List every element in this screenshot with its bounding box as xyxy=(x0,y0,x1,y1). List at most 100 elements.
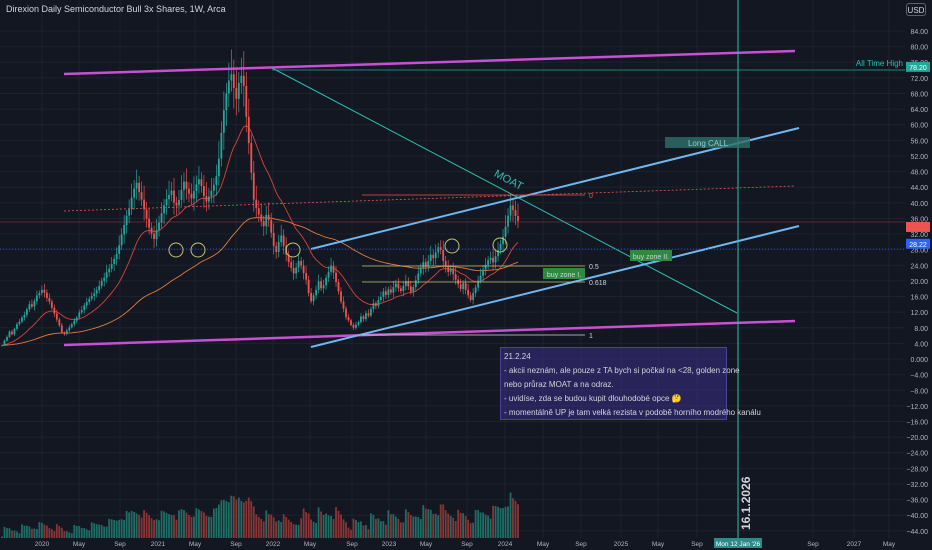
highlight-circle[interactable] xyxy=(168,242,184,258)
volume-bar xyxy=(399,522,402,538)
volume-bar xyxy=(502,508,504,538)
volume-bar xyxy=(58,526,61,538)
candle-body xyxy=(389,289,392,293)
volume-bar xyxy=(247,497,250,538)
dashed-trend-line xyxy=(63,185,796,212)
volume-bar xyxy=(18,533,21,538)
y-tick-label: 40.00 xyxy=(910,201,928,208)
candle-body xyxy=(512,205,514,211)
candle-body xyxy=(215,176,218,185)
volume-bar xyxy=(477,510,480,538)
note-line: nebo průraz MOAT a na odraz. xyxy=(504,380,614,389)
volume-bar xyxy=(452,517,455,538)
candle-body xyxy=(60,325,63,333)
candle-body xyxy=(392,287,395,293)
volume-bar xyxy=(23,525,26,538)
volume-bar xyxy=(125,511,128,538)
y-tick-label: 20.00 xyxy=(910,279,928,286)
volume-bar xyxy=(414,516,417,538)
lower-blue-trend-line[interactable] xyxy=(310,225,800,348)
candle-body xyxy=(195,184,198,192)
volume-bar xyxy=(362,525,365,538)
candle-body xyxy=(138,182,141,193)
volume-bar xyxy=(73,524,76,538)
candle-body xyxy=(412,287,415,292)
channel-top-line[interactable] xyxy=(63,49,796,76)
volume-bar xyxy=(377,518,380,538)
volume-bar xyxy=(492,505,494,538)
volume-bar xyxy=(6,528,8,538)
buy-zone-1-box[interactable] xyxy=(543,268,585,279)
volume-bar xyxy=(504,506,507,538)
candle-body xyxy=(414,280,417,288)
volume-bar xyxy=(375,518,377,538)
candle-body xyxy=(260,214,263,222)
x-tick-label: May xyxy=(652,541,665,548)
volume-bar xyxy=(350,529,352,538)
volume-bar xyxy=(392,514,395,538)
candle-body xyxy=(160,213,163,223)
candle-body xyxy=(384,291,387,295)
volume-bar xyxy=(397,518,400,538)
volume-bar xyxy=(255,514,258,538)
candle-body xyxy=(123,225,126,235)
currency-button[interactable]: USD xyxy=(906,3,926,16)
volume-bar xyxy=(429,509,432,538)
candle-body xyxy=(387,289,390,295)
volume-bar xyxy=(215,508,218,538)
candle-body xyxy=(437,247,440,253)
volume-bar xyxy=(327,515,330,538)
y-tick-label: 4.00 xyxy=(914,341,928,348)
channel-bottom-line[interactable] xyxy=(63,319,796,347)
volume-bar xyxy=(13,530,16,538)
volume-bar xyxy=(457,509,460,538)
candle-body xyxy=(200,179,203,186)
volume-bar xyxy=(315,522,317,538)
price-axis[interactable]: 84.0080.0076.0072.0068.0064.0060.0056.00… xyxy=(906,29,930,536)
crosshair-date-badge xyxy=(714,538,762,548)
highlight-circle[interactable] xyxy=(285,242,301,258)
volume-bar xyxy=(320,511,322,538)
candle-body xyxy=(105,272,108,278)
highlight-circle[interactable] xyxy=(492,237,508,253)
candle-body xyxy=(45,292,48,299)
candle-body xyxy=(459,284,462,290)
volume-bar xyxy=(352,518,355,538)
candle-body xyxy=(352,324,355,328)
volume-bar xyxy=(115,520,118,538)
candle-body xyxy=(504,226,507,237)
time-axis[interactable]: 2020 May Sep 2021 May Sep 2022 May Sep 2023 May Sep… xyxy=(35,538,896,548)
candle-body xyxy=(282,235,285,246)
moat-line[interactable] xyxy=(271,67,738,314)
volume-bar xyxy=(487,515,489,538)
y-tick-label: −24.00 xyxy=(906,451,928,458)
note-box[interactable]: 21.2.24 - akcii neznám, ale pouze z TA b… xyxy=(500,347,761,420)
price-tag-label: 28.22 xyxy=(909,242,927,249)
volume-bar xyxy=(302,508,305,538)
volume-bar xyxy=(195,508,198,538)
candle-body xyxy=(230,74,233,81)
candle-body xyxy=(140,192,143,200)
y-tick-label: 60.00 xyxy=(910,123,928,130)
candle-body xyxy=(50,301,53,308)
y-tick-label: 44.00 xyxy=(910,185,928,192)
buy-zone-2-box[interactable] xyxy=(630,250,672,261)
volume-bar xyxy=(198,509,200,538)
upper-blue-trend-line[interactable] xyxy=(310,127,800,250)
x-tick-label: Sep xyxy=(230,541,242,548)
volume-bar xyxy=(128,512,131,538)
volume-bar xyxy=(310,519,313,538)
candle-body xyxy=(1,345,3,347)
volume-bar xyxy=(282,514,285,538)
x-tick-label: 2021 xyxy=(151,541,166,548)
candle-body xyxy=(205,196,208,202)
volume-bar xyxy=(143,510,145,538)
highlight-circle[interactable] xyxy=(444,238,460,254)
volume-bar xyxy=(118,519,121,538)
long-call-box[interactable] xyxy=(665,137,750,148)
volume-bar xyxy=(479,512,482,538)
volume-bar xyxy=(227,502,230,538)
highlight-circle[interactable] xyxy=(190,242,206,258)
candle-body xyxy=(40,289,43,293)
